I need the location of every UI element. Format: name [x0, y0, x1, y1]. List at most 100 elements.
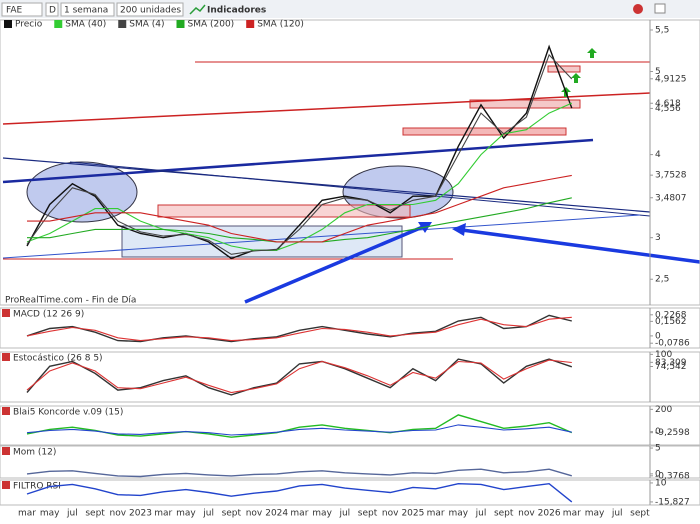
series-line [26, 359, 572, 394]
y-tick-label: -0,3768 [655, 471, 690, 481]
legend-label: Precio [15, 20, 43, 30]
series-line [27, 174, 572, 243]
y-tick-label: 0,2268 [655, 310, 687, 320]
trend-line [2, 214, 641, 259]
symbol[interactable]: FAE [6, 6, 23, 16]
panel-title: FILTRO RSI [13, 482, 61, 492]
y-tick-label: 5 [655, 444, 661, 454]
zone [157, 204, 411, 218]
panel [0, 19, 700, 306]
y-tick-label: 10 [655, 478, 667, 488]
x-tick-label: may [448, 509, 468, 519]
y-tick-label: 3 [655, 233, 661, 243]
x-tick-label: jul [475, 509, 487, 519]
x-tick-label: may [40, 509, 60, 519]
panel-title: Estocástico (26 8 5) [13, 354, 103, 364]
series-line [26, 424, 572, 436]
window-icon[interactable] [654, 3, 666, 14]
legend-swatch [4, 20, 12, 28]
y-tick-label: 3,7528 [655, 171, 687, 181]
panel-title: MACD (12 26 9) [13, 310, 84, 320]
zone [469, 99, 581, 109]
period-code[interactable]: D [49, 6, 56, 16]
legend-label: SMA (120) [257, 20, 304, 30]
y-tick-label: 200 [655, 405, 672, 415]
y-tick-label: 0 [655, 469, 661, 479]
legend-label: SMA (200) [188, 20, 235, 30]
series-line [26, 316, 572, 342]
panel [0, 405, 700, 446]
panel-title-box [2, 353, 10, 361]
period[interactable]: 1 semana [64, 6, 108, 16]
series-line [26, 482, 573, 503]
units[interactable]: 200 unidades [120, 6, 181, 16]
x-tick-label: nov [382, 509, 399, 519]
indicators-icon[interactable] [189, 4, 206, 15]
series-line [26, 468, 572, 478]
trend-line [2, 92, 651, 125]
period-box[interactable] [60, 2, 115, 17]
x-tick-label: sept [630, 509, 650, 519]
zone [121, 225, 403, 258]
y-tick-label: 0 [655, 331, 661, 341]
x-tick-label: jul [338, 509, 350, 519]
y-tick-label: 100 [655, 350, 672, 360]
series-line [26, 314, 572, 343]
panel-title-box [2, 407, 10, 415]
legend-swatch [246, 20, 255, 28]
symbol-box[interactable] [1, 2, 43, 17]
x-tick-label: nov [246, 509, 263, 519]
y-tick-label: -15,827 [655, 497, 690, 507]
panel [0, 445, 700, 479]
panel-title-box [2, 481, 10, 489]
y-tick-label: 4,556 [655, 104, 681, 114]
refresh-icon[interactable] [633, 4, 643, 14]
legend-swatch [54, 20, 63, 28]
x-tick-label: jul [66, 509, 78, 519]
arrow-head [452, 223, 466, 236]
panel [0, 479, 700, 506]
y-tick-label: 4,9125 [655, 74, 687, 84]
y-tick-label: 5 [655, 67, 661, 77]
period-code-box[interactable] [45, 2, 59, 17]
x-tick-label: 2025 [401, 509, 424, 519]
x-tick-label: may [312, 509, 332, 519]
up-arrow [571, 73, 581, 83]
zone [402, 127, 567, 136]
legend-swatch [118, 20, 127, 28]
x-tick-label: nov [110, 509, 127, 519]
panel-title: Blai5 Koncorde v.09 (15) [13, 408, 123, 418]
indicators[interactable]: Indicadores [207, 6, 266, 16]
y-tick-label: 0 [655, 427, 661, 437]
x-tick-label: sept [358, 509, 378, 519]
y-tick-label: -0,0786 [655, 339, 690, 349]
watermark: ProRealTime.com - Fin de Día [5, 296, 136, 306]
x-tick-label: jul [611, 509, 623, 519]
x-tick-label: mar [290, 509, 308, 519]
series-line [26, 358, 573, 396]
legend-label: SMA (4) [129, 20, 164, 30]
panel-title-box [2, 447, 10, 455]
y-tick-label: 3,4807 [655, 193, 687, 203]
y-tick-label: 5,5 [655, 25, 669, 35]
x-tick-label: 2026 [538, 509, 561, 519]
x-tick-label: sept [85, 509, 105, 519]
y-tick-label: 0,1562 [655, 317, 687, 327]
units-box[interactable] [116, 2, 184, 17]
x-tick-label: jul [202, 509, 214, 519]
x-tick-label: may [585, 509, 605, 519]
x-tick-label: 2023 [129, 509, 152, 519]
y-tick-label: 74,542 [655, 362, 687, 372]
x-tick-label: sept [494, 509, 514, 519]
legend-label: SMA (40) [65, 20, 106, 30]
trend-line [2, 138, 594, 184]
panel-title-box [2, 309, 10, 317]
series-line [26, 44, 573, 260]
y-tick-label: -9,2598 [655, 428, 690, 438]
arrow [244, 224, 426, 304]
x-tick-label: mar [18, 509, 36, 519]
x-tick-label: may [176, 509, 196, 519]
panel-title: Mom (12) [13, 448, 56, 458]
series-line [26, 414, 573, 438]
